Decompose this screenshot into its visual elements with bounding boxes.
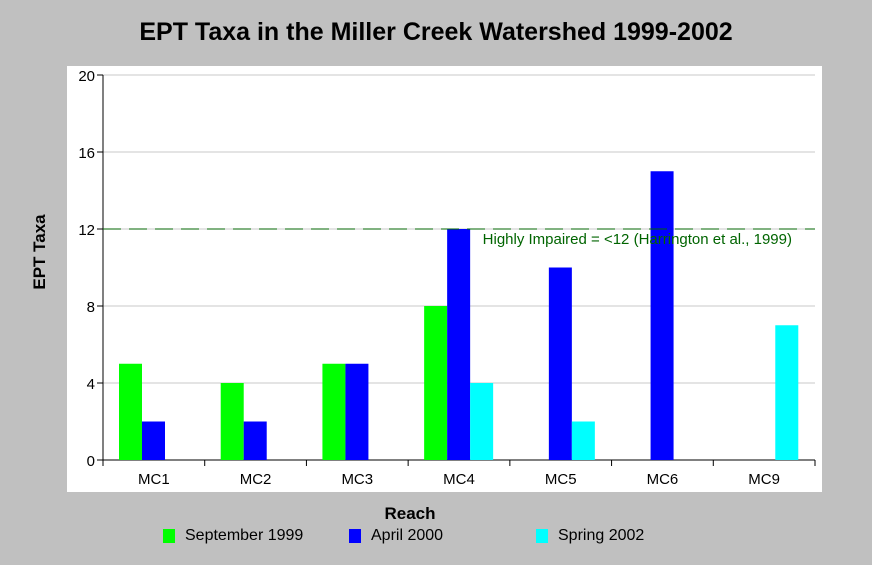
legend-item-spring-2002: Spring 2002 xyxy=(536,527,644,545)
x-tick-label: MC9 xyxy=(748,471,780,488)
bar xyxy=(322,363,346,460)
legend-swatch xyxy=(163,529,175,543)
x-axis-label: Reach xyxy=(384,504,436,523)
legend-label: September 1999 xyxy=(185,527,304,544)
tick-labels: 0 4 8 12 16 20 MC1 MC2 MC3 MC4 MC5 MC6 MC9 xyxy=(78,68,780,488)
chart-title: EPT Taxa in the Miller Creek Watershed 1… xyxy=(139,18,733,46)
legend-label: Spring 2002 xyxy=(558,527,645,544)
bar xyxy=(470,383,494,460)
reference-line-label: Highly Impaired = <12 (Harrington et al.… xyxy=(483,231,792,248)
bar xyxy=(650,171,674,460)
bar xyxy=(571,421,595,460)
y-axis-label: EPT Taxa xyxy=(30,214,49,290)
bar xyxy=(345,363,369,460)
x-tick-label: MC1 xyxy=(138,471,170,488)
x-tick-label: MC4 xyxy=(443,471,475,488)
x-tick-label: MC2 xyxy=(240,471,272,488)
bar xyxy=(119,363,142,460)
legend-item-september-1999: September 1999 xyxy=(163,527,303,545)
bar xyxy=(775,325,799,460)
y-tick-label: 8 xyxy=(87,299,95,316)
legend-swatch xyxy=(536,529,548,543)
x-tick-label: MC6 xyxy=(647,471,679,488)
bar xyxy=(142,421,165,460)
x-tick-label: MC5 xyxy=(545,471,577,488)
y-tick-label: 20 xyxy=(78,68,95,85)
reference-line-group: Highly Impaired = <12 (Harrington et al.… xyxy=(103,228,815,248)
bar xyxy=(548,267,572,460)
bar xyxy=(447,229,471,460)
y-tick-label: 0 xyxy=(87,453,95,470)
bar xyxy=(243,421,267,460)
y-tick-label: 16 xyxy=(78,145,95,162)
y-tick-label: 4 xyxy=(87,376,95,393)
y-tick-label: 12 xyxy=(78,222,95,239)
bar xyxy=(424,306,448,460)
bar xyxy=(220,383,244,460)
bars xyxy=(119,171,799,460)
legend-label: April 2000 xyxy=(371,527,444,544)
x-tick-label: MC3 xyxy=(341,471,373,488)
legend-swatch xyxy=(349,529,361,543)
legend-item-april-2000: April 2000 xyxy=(349,527,443,545)
